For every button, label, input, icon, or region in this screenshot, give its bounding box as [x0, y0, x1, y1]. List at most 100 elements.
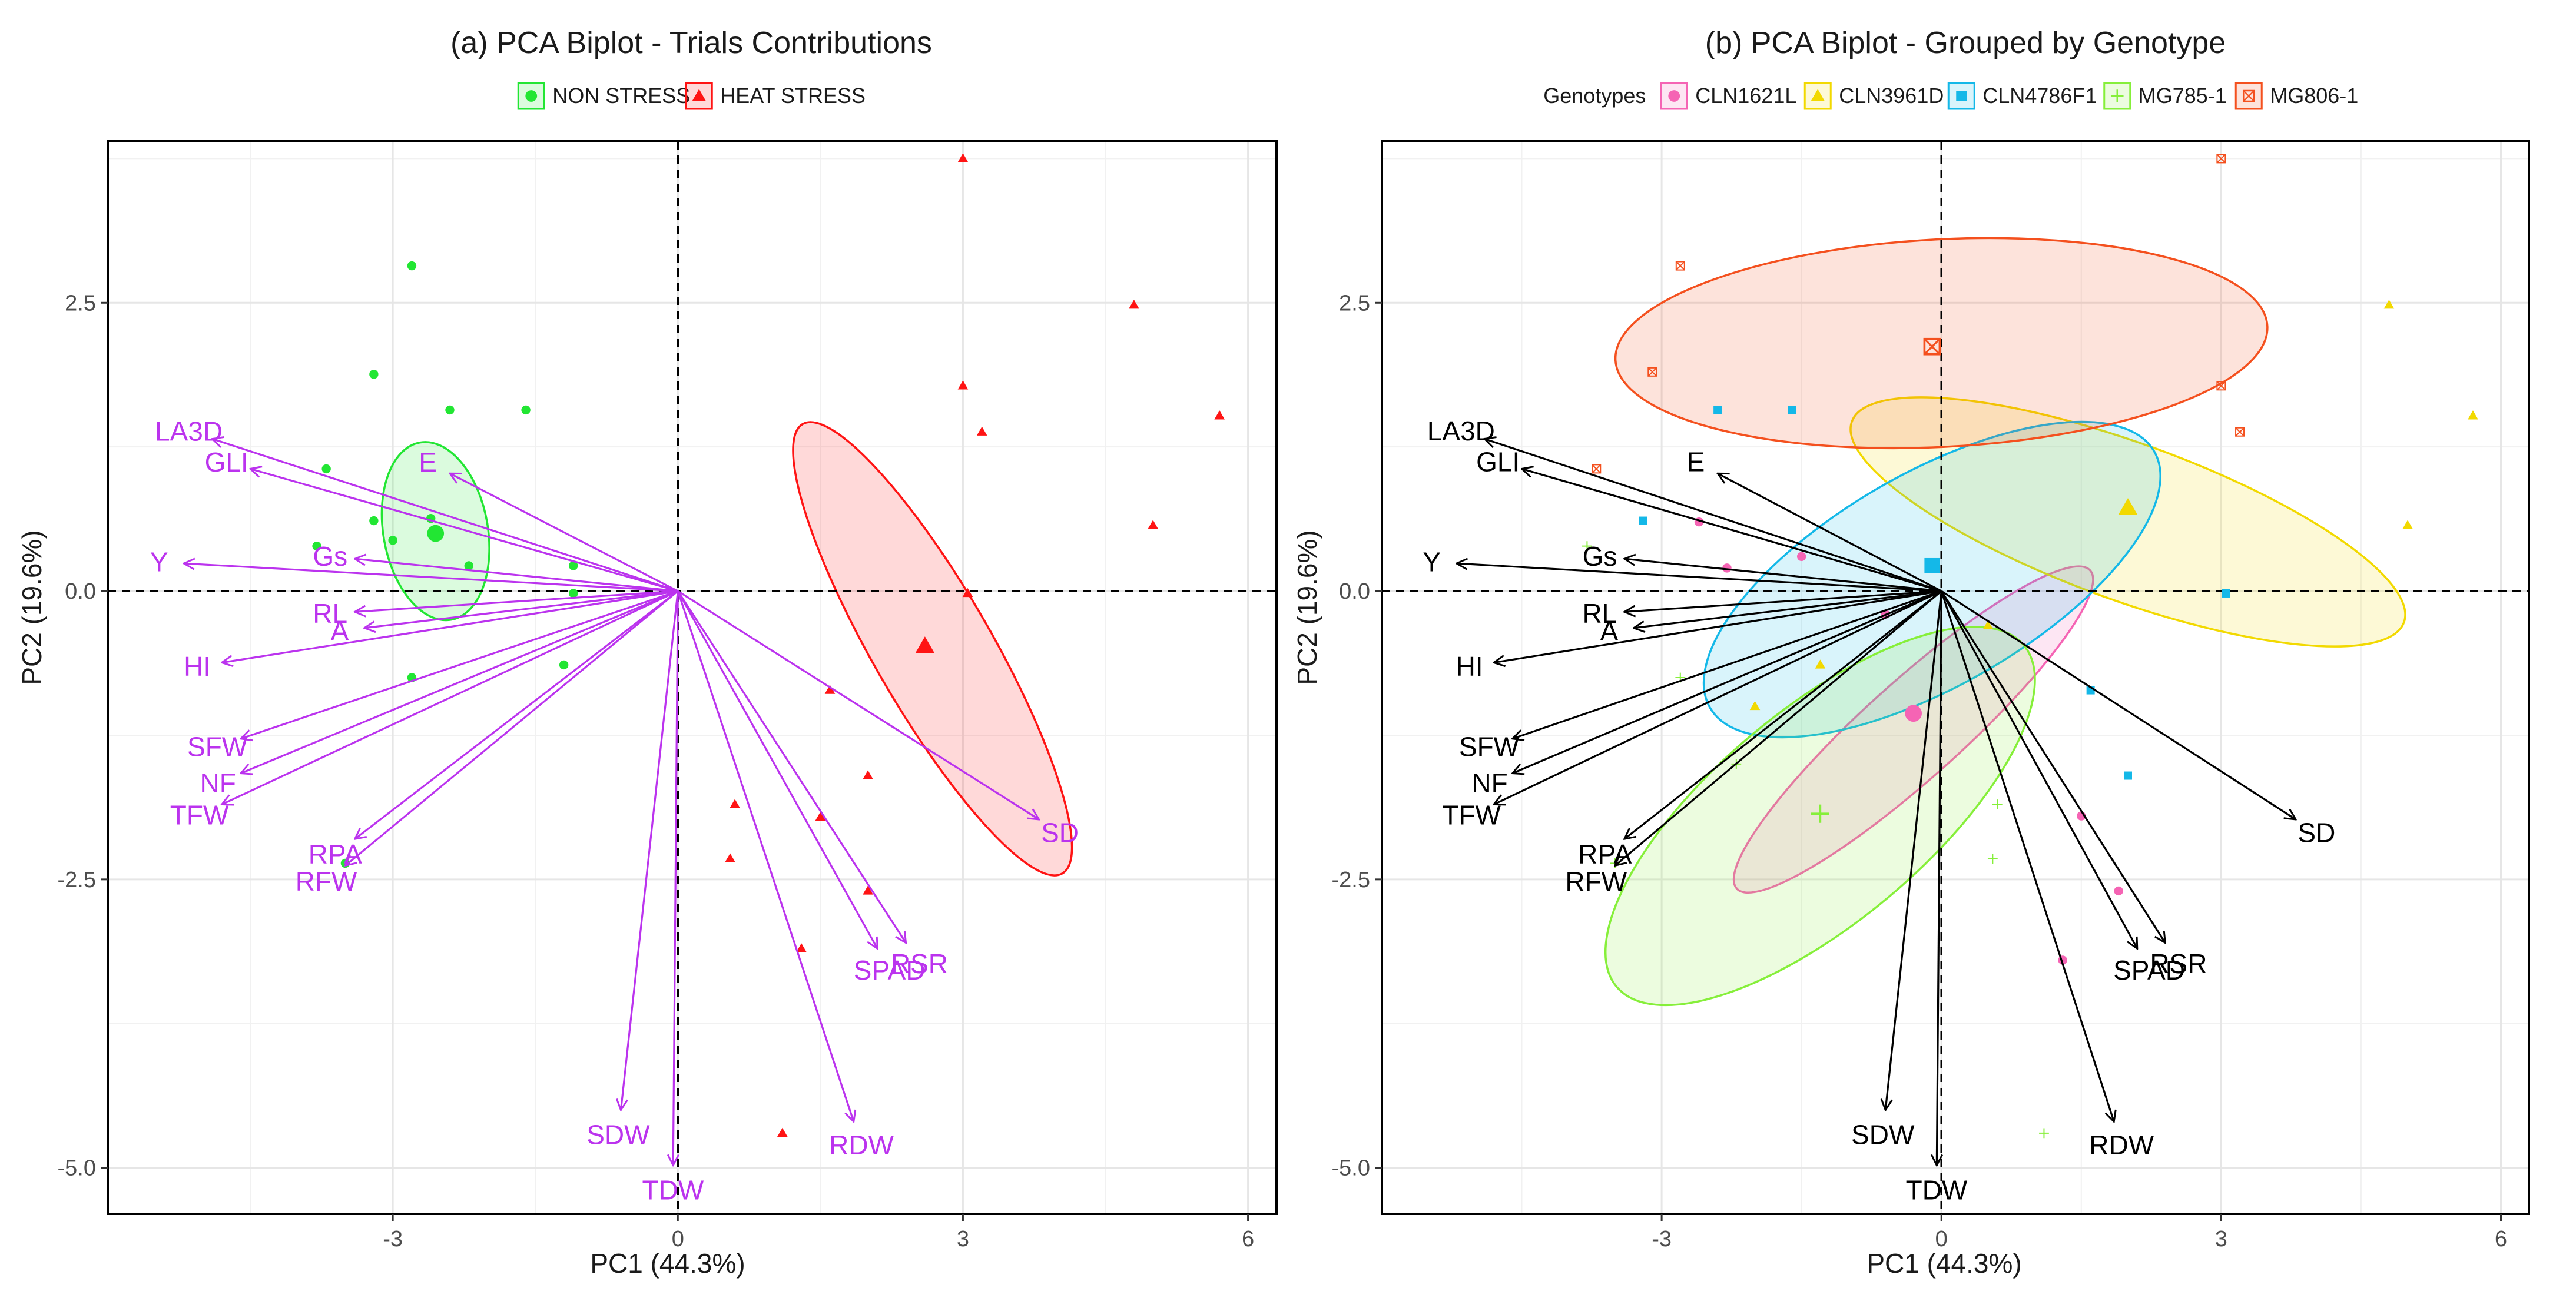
panel-a-point-heat-stress [725, 853, 735, 862]
panel-b-legend-item-cln4786f1: CLN4786F1 [1947, 82, 2097, 110]
panel-a-x-tick-label: 6 [1242, 1227, 1254, 1252]
panel-a-vector-rpa [355, 590, 679, 839]
panel-a-vector-label-sfw: SFW [187, 731, 248, 762]
panel-a-point-non-stress [464, 561, 473, 570]
panel-b-vector-label-rsr: RSR [2150, 948, 2207, 979]
panel-b-point-cln4786f1 [1788, 406, 1796, 414]
panel-a-vector-spad [677, 590, 877, 948]
panel-b-y-tick-label: 0.0 [1339, 579, 1370, 604]
panel-a-vector-label-rpa: RPA [309, 839, 362, 869]
panel-b-point-cln3961d [2402, 520, 2413, 529]
panel-b-legend-item-cln1621l: CLN1621L [1660, 82, 1796, 110]
panel-a-point-heat-stress [1214, 410, 1225, 420]
panel-a-point-non-stress [569, 589, 578, 598]
panel-a-legend: NON STRESS HEAT STRESS [517, 82, 866, 110]
panel-b-frame [1381, 140, 2530, 1215]
panel-b-vector-spad [1940, 590, 2137, 948]
panel-a-point-non-stress [445, 405, 455, 415]
panel-a-vector-label-sd: SD [1041, 817, 1079, 848]
panel-b-point-mg785-1 [1582, 541, 1592, 552]
panel-b-vector-y [1457, 563, 1942, 592]
panel-b-vector-label-spad: SPAD [2113, 955, 2185, 985]
panel-b-point-mg806-1 [1647, 367, 1657, 377]
panel-a-vector-label-tdw: TDW [642, 1175, 704, 1206]
panel-b-y-axis-label: PC2 (19.6%) [1292, 530, 1322, 685]
panel-a-point-heat-stress [863, 770, 873, 779]
panel-b-point-cln3961d [1815, 659, 1826, 669]
panel-b-y-tick-label: 2.5 [1339, 291, 1370, 316]
panel-b-point-mg785-1 [1992, 799, 2003, 809]
panel-a-point-non-stress [369, 516, 379, 526]
panel-a-vector-label-rsr: RSR [891, 948, 948, 979]
panel-a-vector-tfw [222, 590, 678, 804]
panel-a-vector-sd [677, 590, 1039, 819]
panel-a-point-non-stress [521, 405, 531, 415]
panel-a-vector-label-sdw: SDW [586, 1119, 650, 1150]
panel-a-point-non-stress [312, 541, 321, 551]
panel-a-vector-label-gs: Gs [313, 541, 347, 572]
panel-b-vector-nf [1513, 590, 1942, 774]
panel-b-point-cln4786f1 [2222, 589, 2230, 598]
panel-a-vector-label-rl: RL [313, 598, 347, 629]
panel-b-centroid-cln3961d [2118, 498, 2138, 515]
panel-b-x-tick-label: 6 [2495, 1227, 2507, 1252]
panel-a-vector-tdw [673, 591, 678, 1166]
panel-a-vector-a [364, 590, 678, 628]
panel-b-x-axis-label: PC1 (44.3%) [1866, 1248, 2021, 1279]
panel-b-legend-title: Genotypes [1543, 84, 1646, 108]
panel-a-vector-sdw [621, 590, 679, 1110]
panel-b-point-mg806-1 [1675, 261, 1685, 271]
panel-b-legend-item-cln3961d: CLN3961D [1803, 82, 1944, 110]
panel-b-point-mg806-1 [2216, 154, 2226, 164]
panel-a-y-tick-label: 2.5 [65, 291, 96, 316]
panel-a-vector-rl [355, 590, 678, 612]
panel-a-vector-nf [241, 590, 678, 774]
panel-a-vector-label-rfw: RFW [296, 866, 357, 897]
panel-a-point-non-stress [559, 660, 569, 670]
panel-b-x-tick-label: 0 [1935, 1227, 1948, 1252]
panel-a-vector-label-spad: SPAD [854, 955, 926, 985]
panel-b-title: (b) PCA Biplot - Grouped by Genotype [1705, 26, 2226, 60]
panel-a-point-heat-stress [730, 799, 740, 808]
panel-a-y-tick-label: -5.0 [58, 1156, 96, 1181]
panel-b-ellipse-cln3961d [1849, 396, 2406, 648]
panel-b-vector-label-gli: GLI [1476, 447, 1520, 477]
panel-b-legend-key-mg785-1 [2110, 89, 2124, 102]
panel-b-vector-rsr [1940, 590, 2165, 943]
panel-b-point-cln4786f1 [2123, 771, 2132, 780]
panel-a-vector-y [184, 563, 678, 592]
panel-b-legend-item-mg785-1: MG785-1 [2103, 82, 2227, 110]
panel-a-legend-key-heat-stress [692, 89, 706, 101]
panel-b-vector-a [1634, 590, 1942, 628]
panel-b-legend-label: CLN3961D [1839, 84, 1944, 108]
panel-b-vector-gs [1624, 559, 1942, 592]
panel-b-point-mg785-1 [1987, 854, 1998, 864]
panel-a-point-heat-stress [1129, 300, 1139, 309]
panel-a-vector-label-e: E [419, 447, 437, 477]
panel-a-vector-label-y: Y [150, 547, 168, 578]
panel-b-vector-label-tfw: TFW [1442, 800, 1501, 831]
panel-b-vector-hi [1494, 590, 1942, 662]
panel-a-vector-e [450, 473, 679, 592]
panel-b-vector-label-rpa: RPA [1578, 839, 1632, 869]
panel-b-legend-item-mg806-1: MG806-1 [2234, 82, 2358, 110]
panel-a-legend-key-non-stress [525, 90, 538, 102]
panel-b-vector-rfw [1615, 590, 1942, 865]
panel-a-legend-item-heat-stress: HEAT STRESS [685, 82, 866, 110]
panel-a-legend-label: HEAT STRESS [720, 84, 866, 108]
panel-a-title: (a) PCA Biplot - Trials Contributions [450, 26, 932, 60]
panel-a-point-non-stress [369, 370, 379, 379]
panel-b-point-mg785-1 [2039, 1128, 2049, 1139]
panel-b-vector-label-e: E [1687, 447, 1705, 477]
panel-b-vector-la3d [1484, 439, 1942, 592]
panel-a-legend-label: NON STRESS [552, 84, 690, 108]
panel-b-vector-label-rdw: RDW [2089, 1130, 2154, 1160]
panel-a-vector-sfw [241, 590, 678, 739]
panel-b-centroid-mg785-1 [1811, 804, 1829, 823]
panel-b-vector-label-gs: Gs [1583, 541, 1617, 572]
panel-a-x-axis-label: PC1 (44.3%) [590, 1248, 745, 1279]
panel-b-legend-label: MG806-1 [2270, 84, 2358, 108]
panel-b-vector-label-a: A [1600, 616, 1619, 646]
panel-b-centroid-cln1621l [1905, 705, 1922, 722]
panel-b-legend-key-cln4786f1 [1956, 91, 1967, 101]
